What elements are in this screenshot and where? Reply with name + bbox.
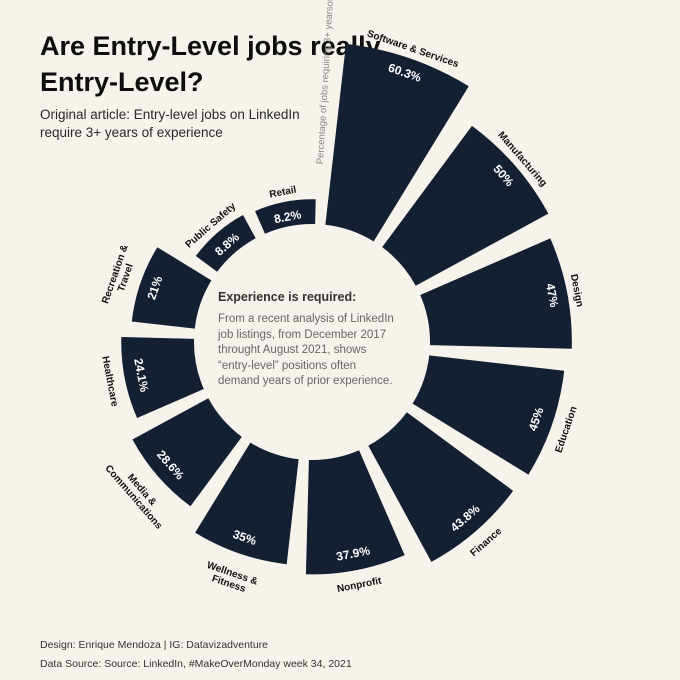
value-label-retail: 8.2%	[273, 207, 303, 226]
bar-finance	[368, 412, 514, 562]
bar-software-services	[325, 43, 469, 242]
category-label-healthcare: Healthcare	[99, 355, 120, 408]
category-label-design: Design	[568, 273, 585, 308]
category-label-education: Education	[554, 405, 580, 454]
page-subtitle: Original article: Entry-level jobs on Li…	[40, 107, 300, 140]
page-title: Are Entry-Level jobs really Entry-Level?	[40, 31, 381, 97]
bar-public-safety	[195, 214, 256, 272]
bar-media-communications	[132, 398, 242, 507]
center-note-body: From a recent analysis of LinkedIn job l…	[218, 313, 394, 387]
category-label-wellness-fitness: Wellness &Fitness	[202, 560, 259, 598]
value-label-nonprofit: 37.9%	[335, 543, 371, 563]
bar-manufacturing	[382, 125, 549, 286]
category-label-retail: Retail	[269, 185, 298, 201]
category-label-nonprofit: Nonprofit	[336, 576, 383, 596]
value-label-design: 47%	[543, 282, 561, 309]
footer-credit: Design: Enrique Mendoza | IG: Datavizadv…	[40, 639, 269, 651]
bar-retail	[255, 199, 316, 234]
bar-recreation-travel	[131, 247, 212, 329]
value-label-healthcare: 24.1%	[131, 357, 151, 393]
category-label-recreation-travel: Recreation &Travel	[100, 243, 141, 308]
center-note: Experience is required: From a recent an…	[218, 290, 398, 390]
bar-wellness-fitness	[195, 442, 299, 565]
bar-education	[412, 355, 565, 475]
bar-nonprofit	[305, 450, 405, 575]
bar-healthcare	[121, 337, 204, 419]
center-note-heading: Experience is required:	[218, 290, 357, 304]
footer: Design: Enrique Mendoza | IG: Datavizadv…	[40, 636, 352, 674]
bar-design	[420, 238, 572, 349]
footer-source: Data Source: Source: LinkedIn, #MakeOver…	[40, 658, 352, 670]
